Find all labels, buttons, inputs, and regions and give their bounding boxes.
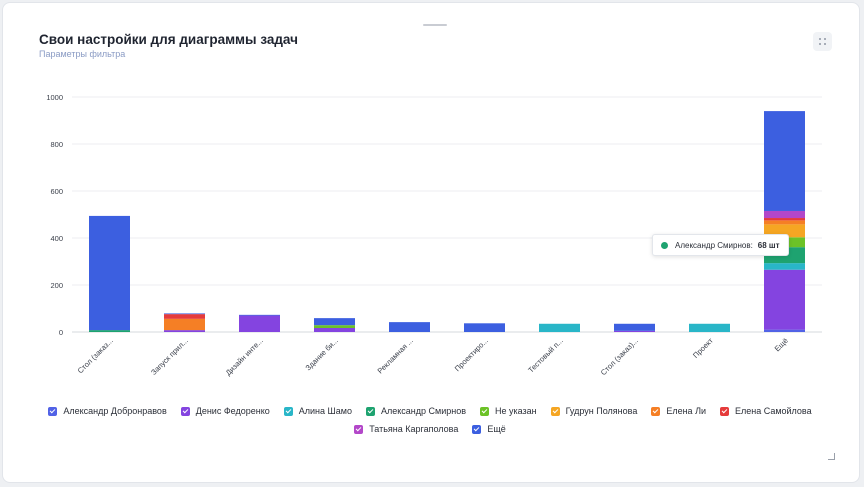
bar-segment[interactable] bbox=[239, 315, 280, 332]
bar-segment[interactable] bbox=[764, 111, 805, 211]
x-tick-label: Стол (заказ... bbox=[76, 336, 115, 375]
legend-item[interactable]: Александр Добронравов bbox=[48, 406, 167, 416]
legend-item[interactable]: Гудрун Полянова bbox=[550, 406, 638, 416]
bar-segment[interactable] bbox=[764, 269, 805, 330]
y-tick-label: 1000 bbox=[46, 93, 63, 102]
legend-label: Не указан bbox=[495, 406, 537, 416]
drag-handle[interactable] bbox=[423, 24, 447, 26]
bar-segment[interactable] bbox=[89, 330, 130, 332]
bar-segment[interactable] bbox=[239, 314, 280, 316]
bar-segment[interactable] bbox=[614, 323, 655, 331]
y-tick-label: 800 bbox=[50, 140, 63, 149]
chart-title: Свои настройки для диаграммы задач bbox=[39, 32, 298, 47]
grid-dots-icon bbox=[819, 38, 826, 45]
tooltip-value: 68 шт bbox=[757, 240, 780, 250]
legend-label: Татьяна Каргаполова bbox=[369, 424, 459, 434]
x-tick-label: Рекламная ... bbox=[376, 336, 415, 375]
tooltip-color-dot bbox=[661, 241, 668, 249]
checkbox-icon[interactable] bbox=[480, 406, 489, 416]
bar-segment[interactable] bbox=[764, 329, 805, 332]
checkbox-icon[interactable] bbox=[180, 406, 190, 416]
bar-segment[interactable] bbox=[389, 322, 430, 332]
tooltip-colon: : bbox=[750, 240, 753, 250]
x-tick-label: Запуск прил... bbox=[149, 336, 190, 377]
stacked-bar-chart: 0 200 400 600 800 1000 Стол (заказ... Запуск пр… bbox=[46, 93, 822, 377]
bar-segment[interactable] bbox=[164, 314, 205, 319]
resize-handle-icon[interactable] bbox=[828, 453, 835, 460]
x-tick-label: Проект bbox=[691, 336, 715, 360]
y-tick-label: 600 bbox=[50, 187, 63, 196]
tooltip-label: Александр Смирнов bbox=[675, 240, 751, 250]
bar-segment[interactable] bbox=[689, 323, 730, 332]
checkbox-icon[interactable] bbox=[720, 406, 729, 416]
bar-segment[interactable] bbox=[314, 325, 355, 329]
x-tick-label: Стол (заказ)... bbox=[599, 336, 640, 377]
legend-label: Гудрун Полянова bbox=[565, 406, 638, 416]
legend-item[interactable]: Александр Смирнов bbox=[365, 406, 466, 416]
bar-segment[interactable] bbox=[614, 330, 655, 332]
checkbox-icon[interactable] bbox=[651, 406, 661, 416]
bar-segment[interactable] bbox=[164, 330, 205, 332]
legend-item[interactable]: Алина Шамо bbox=[283, 406, 352, 416]
legend-item[interactable]: Елена Самойлова bbox=[720, 406, 812, 416]
x-tick-label: Ещё bbox=[773, 336, 790, 353]
widget-menu-button[interactable] bbox=[813, 32, 832, 51]
checkbox-icon[interactable] bbox=[550, 406, 560, 416]
legend-label: Александр Смирнов bbox=[380, 406, 466, 416]
checkbox-icon[interactable] bbox=[472, 424, 482, 434]
bar-segment[interactable] bbox=[464, 323, 505, 332]
checkbox-icon[interactable] bbox=[354, 424, 364, 434]
legend-label: Алина Шамо bbox=[298, 406, 352, 416]
y-tick-label: 400 bbox=[50, 234, 63, 243]
checkbox-icon[interactable] bbox=[365, 406, 375, 416]
bar-segment[interactable] bbox=[764, 220, 805, 225]
legend-item[interactable]: Елена Ли bbox=[651, 406, 706, 416]
legend-item[interactable]: Ещё bbox=[472, 424, 506, 434]
legend-label: Елена Самойлова bbox=[735, 406, 812, 416]
legend-item[interactable]: Денис Федоренко bbox=[180, 406, 270, 416]
bar-segment[interactable] bbox=[164, 313, 205, 315]
chart-tooltip: Александр Смирнов: 68 шт bbox=[652, 234, 789, 256]
bar-segment[interactable] bbox=[164, 318, 205, 331]
legend-item[interactable]: Не указан bbox=[480, 406, 537, 416]
x-tick-label: Проектиро... bbox=[453, 336, 490, 373]
legend-label: Денис Федоренко bbox=[195, 406, 270, 416]
y-tick-label: 200 bbox=[50, 281, 63, 290]
y-tick-label: 0 bbox=[59, 328, 63, 337]
filter-settings-link[interactable]: Параметры фильтра bbox=[39, 49, 126, 59]
x-tick-label: Здание би... bbox=[304, 336, 340, 372]
bar-segment[interactable] bbox=[539, 323, 580, 332]
x-tick-label: Тестовый п... bbox=[526, 336, 565, 375]
x-tick-label: Дизайн инте... bbox=[224, 336, 265, 377]
bar-segment[interactable] bbox=[314, 318, 355, 326]
bar-segment[interactable] bbox=[764, 210, 805, 219]
checkbox-icon[interactable] bbox=[283, 406, 293, 416]
legend-label: Елена Ли bbox=[666, 406, 706, 416]
bar-segment[interactable] bbox=[314, 328, 355, 332]
chart-legend: Александр Добронравов Денис Федоренко Алин… bbox=[40, 406, 820, 434]
bar-segment[interactable] bbox=[89, 215, 130, 331]
bar-segment[interactable] bbox=[764, 263, 805, 270]
legend-label: Ещё bbox=[487, 424, 506, 434]
bar-segment[interactable] bbox=[764, 218, 805, 221]
legend-label: Александр Добронравов bbox=[63, 406, 167, 416]
legend-item[interactable]: Татьяна Каргаполова bbox=[354, 424, 458, 434]
checkbox-icon[interactable] bbox=[48, 406, 58, 416]
